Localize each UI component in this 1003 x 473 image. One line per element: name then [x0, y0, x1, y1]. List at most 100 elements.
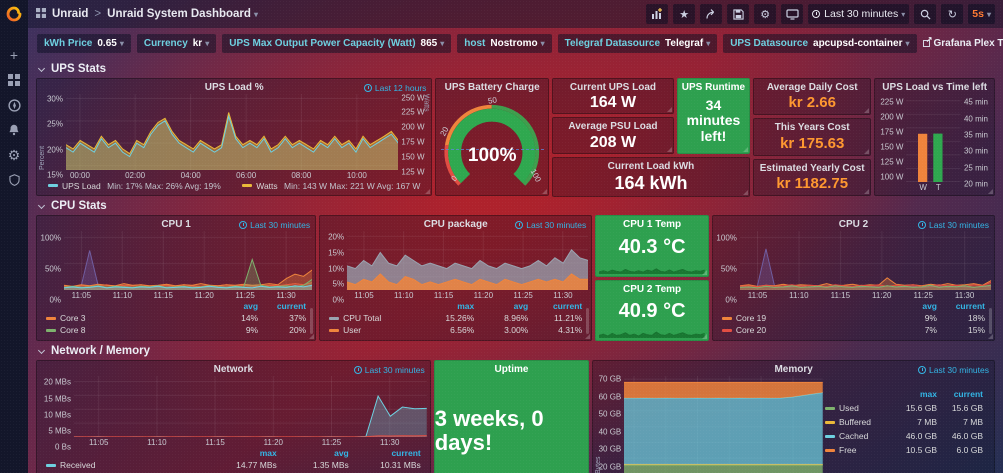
create-plus-icon[interactable]: + — [9, 47, 19, 63]
stat-value: kr 1182.75 — [776, 175, 849, 193]
time-range-picker[interactable]: Last 30 minutes — [808, 4, 910, 24]
panel-ups-runtime: UPS Runtime 34 minutes left! — [676, 78, 750, 154]
legend-series-name[interactable]: Free — [839, 445, 857, 455]
save-dashboard-button[interactable] — [727, 4, 750, 24]
panel-title[interactable]: UPS Load vs Time left — [882, 82, 988, 93]
variable-ups-max-output[interactable]: UPS Max Output Power Capacity (Watt) 865 — [222, 33, 452, 53]
legend-series[interactable]: Core 3 — [46, 312, 210, 324]
legend-series[interactable]: Cached — [825, 430, 891, 442]
breadcrumb-folder[interactable]: Unraid — [52, 8, 89, 20]
legend-series-name[interactable]: Cached — [839, 431, 869, 441]
panel-timerange[interactable]: Last 30 minutes — [917, 365, 989, 375]
explore-compass-icon[interactable] — [6, 98, 22, 114]
legend-series-name[interactable]: UPS Load — [62, 180, 101, 191]
legend-column-header[interactable]: avg — [334, 448, 349, 458]
legend-series-name[interactable]: User — [343, 325, 362, 335]
breadcrumb[interactable]: Unraid > Unraid System Dashboard — [36, 7, 258, 21]
legend-series[interactable]: CPU Total — [329, 312, 420, 324]
legend-series[interactable]: UPS Load Min: 17% Max: 26% Avg: 19% — [48, 181, 221, 191]
panel-title[interactable]: UPS Battery Charge — [444, 82, 540, 93]
legend-column-header[interactable]: avg — [243, 301, 259, 311]
panel-title[interactable]: Network — [213, 364, 254, 375]
variable-ups-datasource[interactable]: UPS Datasource apcupsd-container — [723, 33, 917, 53]
panel-title[interactable]: Estimated Yearly Cost — [759, 162, 865, 174]
legend-column-header[interactable]: max — [457, 301, 475, 311]
panel-timerange[interactable]: Last 30 minutes — [917, 220, 989, 230]
star-dashboard-button[interactable]: ★ — [673, 4, 696, 24]
legend-column-header[interactable]: current — [953, 389, 983, 399]
legend-series[interactable]: User — [329, 324, 420, 336]
legend-column-header[interactable]: max — [259, 448, 277, 458]
legend-column-header[interactable]: current — [276, 301, 307, 311]
panel-title[interactable]: CPU 2 — [838, 219, 869, 230]
legend-scrollbar[interactable] — [989, 308, 992, 334]
legend-value: 10.31 MBs — [380, 460, 421, 470]
panel-timerange[interactable]: Last 30 minutes — [353, 365, 425, 375]
link-grafana-plex-theme[interactable]: Grafana Plex Theme — [922, 35, 1003, 49]
panel-timerange[interactable]: Last 30 minutes — [239, 220, 310, 230]
legend-series[interactable]: Core 19 — [721, 312, 889, 324]
search-zoom-out-button[interactable] — [914, 4, 937, 24]
refresh-interval-picker[interactable]: 5s — [968, 4, 995, 24]
legend-series-name[interactable]: Core 3 — [60, 313, 86, 323]
panel-title[interactable]: CPU 1 Temp — [622, 219, 682, 230]
legend-series[interactable]: Used — [825, 402, 891, 414]
panel-title[interactable]: UPS Runtime — [681, 82, 746, 93]
legend-series-name[interactable]: Used — [839, 403, 859, 413]
legend-column-header[interactable]: current — [955, 301, 985, 311]
dashboard-title[interactable]: Unraid System Dashboard — [107, 8, 258, 20]
legend-series-name[interactable]: Received — [60, 460, 96, 470]
legend-series-name[interactable]: Buffered — [839, 417, 871, 427]
alerting-bell-icon[interactable] — [6, 123, 22, 139]
tv-kiosk-mode-button[interactable] — [781, 4, 804, 24]
row-header-ups-stats[interactable]: UPS Stats — [36, 61, 995, 77]
configuration-gear-icon[interactable]: ⚙ — [7, 147, 21, 163]
legend-series-name[interactable]: Core 19 — [735, 313, 767, 323]
axis-tick-label: 30 min — [963, 146, 988, 156]
row-header-network-memory[interactable]: Network / Memory — [36, 343, 995, 359]
panel-title[interactable]: UPS Load % — [204, 82, 264, 93]
add-panel-button[interactable] — [646, 4, 669, 24]
axis-tick-label: 20 min — [963, 179, 988, 189]
legend-column-header[interactable]: avg — [922, 301, 937, 311]
variable-currency[interactable]: Currency kr — [136, 33, 217, 53]
panel-title[interactable]: Memory — [774, 364, 813, 375]
variable-host[interactable]: host Nostromo — [457, 33, 552, 53]
panel-title[interactable]: This Years Cost — [774, 122, 850, 134]
legend-series[interactable]: Core 20 — [721, 324, 889, 336]
legend-series[interactable]: Buffered — [825, 416, 891, 428]
panel-title[interactable]: Average PSU Load — [568, 121, 658, 132]
panel-title[interactable]: CPU package — [423, 219, 488, 230]
variable-telegraf-datasource[interactable]: Telegraf Datasource Telegraf — [557, 33, 718, 53]
legend-scrollbar[interactable] — [310, 308, 314, 334]
legend-column-header[interactable]: current — [552, 301, 583, 311]
legend-series-name[interactable]: Core 8 — [60, 325, 86, 335]
legend-column-header[interactable]: current — [391, 448, 421, 458]
row-header-cpu-stats[interactable]: CPU Stats — [36, 198, 995, 214]
legend-scrollbar[interactable] — [586, 308, 590, 334]
legend-series[interactable]: Received — [46, 459, 205, 471]
dashboards-grid-icon[interactable] — [6, 73, 22, 89]
panel-timerange[interactable]: Last 12 hours — [363, 83, 426, 93]
share-dashboard-button[interactable] — [700, 4, 723, 24]
panel-timerange[interactable]: Last 30 minutes — [515, 220, 586, 230]
panel-title[interactable]: Current UPS Load — [569, 82, 657, 93]
legend-series-name[interactable]: Watts — [256, 180, 278, 191]
legend-column-header[interactable]: avg — [513, 301, 529, 311]
server-admin-shield-icon[interactable] — [6, 173, 22, 189]
panel-title[interactable]: Uptime — [494, 364, 529, 375]
panel-title[interactable]: CPU 1 — [161, 219, 191, 230]
legend-series[interactable]: Watts Min: 143 W Max: 221 W Avg: 167 W — [242, 181, 420, 191]
legend-series-name[interactable]: CPU Total — [343, 313, 382, 323]
legend-series[interactable]: Core 8 — [46, 324, 210, 336]
dashboard-settings-gear-button[interactable]: ⚙ — [754, 4, 777, 24]
legend-column-header[interactable]: max — [919, 389, 937, 399]
panel-title[interactable]: Average Daily Cost — [766, 82, 858, 93]
legend-series[interactable]: Free — [825, 444, 891, 456]
variable-kwh-price[interactable]: kWh Price 0.65 — [37, 33, 131, 53]
panel-title[interactable]: CPU 2 Temp — [622, 283, 682, 295]
grafana-logo-icon[interactable] — [4, 4, 24, 24]
refresh-button[interactable]: ↻ — [941, 4, 964, 24]
panel-title[interactable]: Current Load kWh — [607, 161, 695, 172]
legend-series-name[interactable]: Core 20 — [735, 325, 767, 335]
